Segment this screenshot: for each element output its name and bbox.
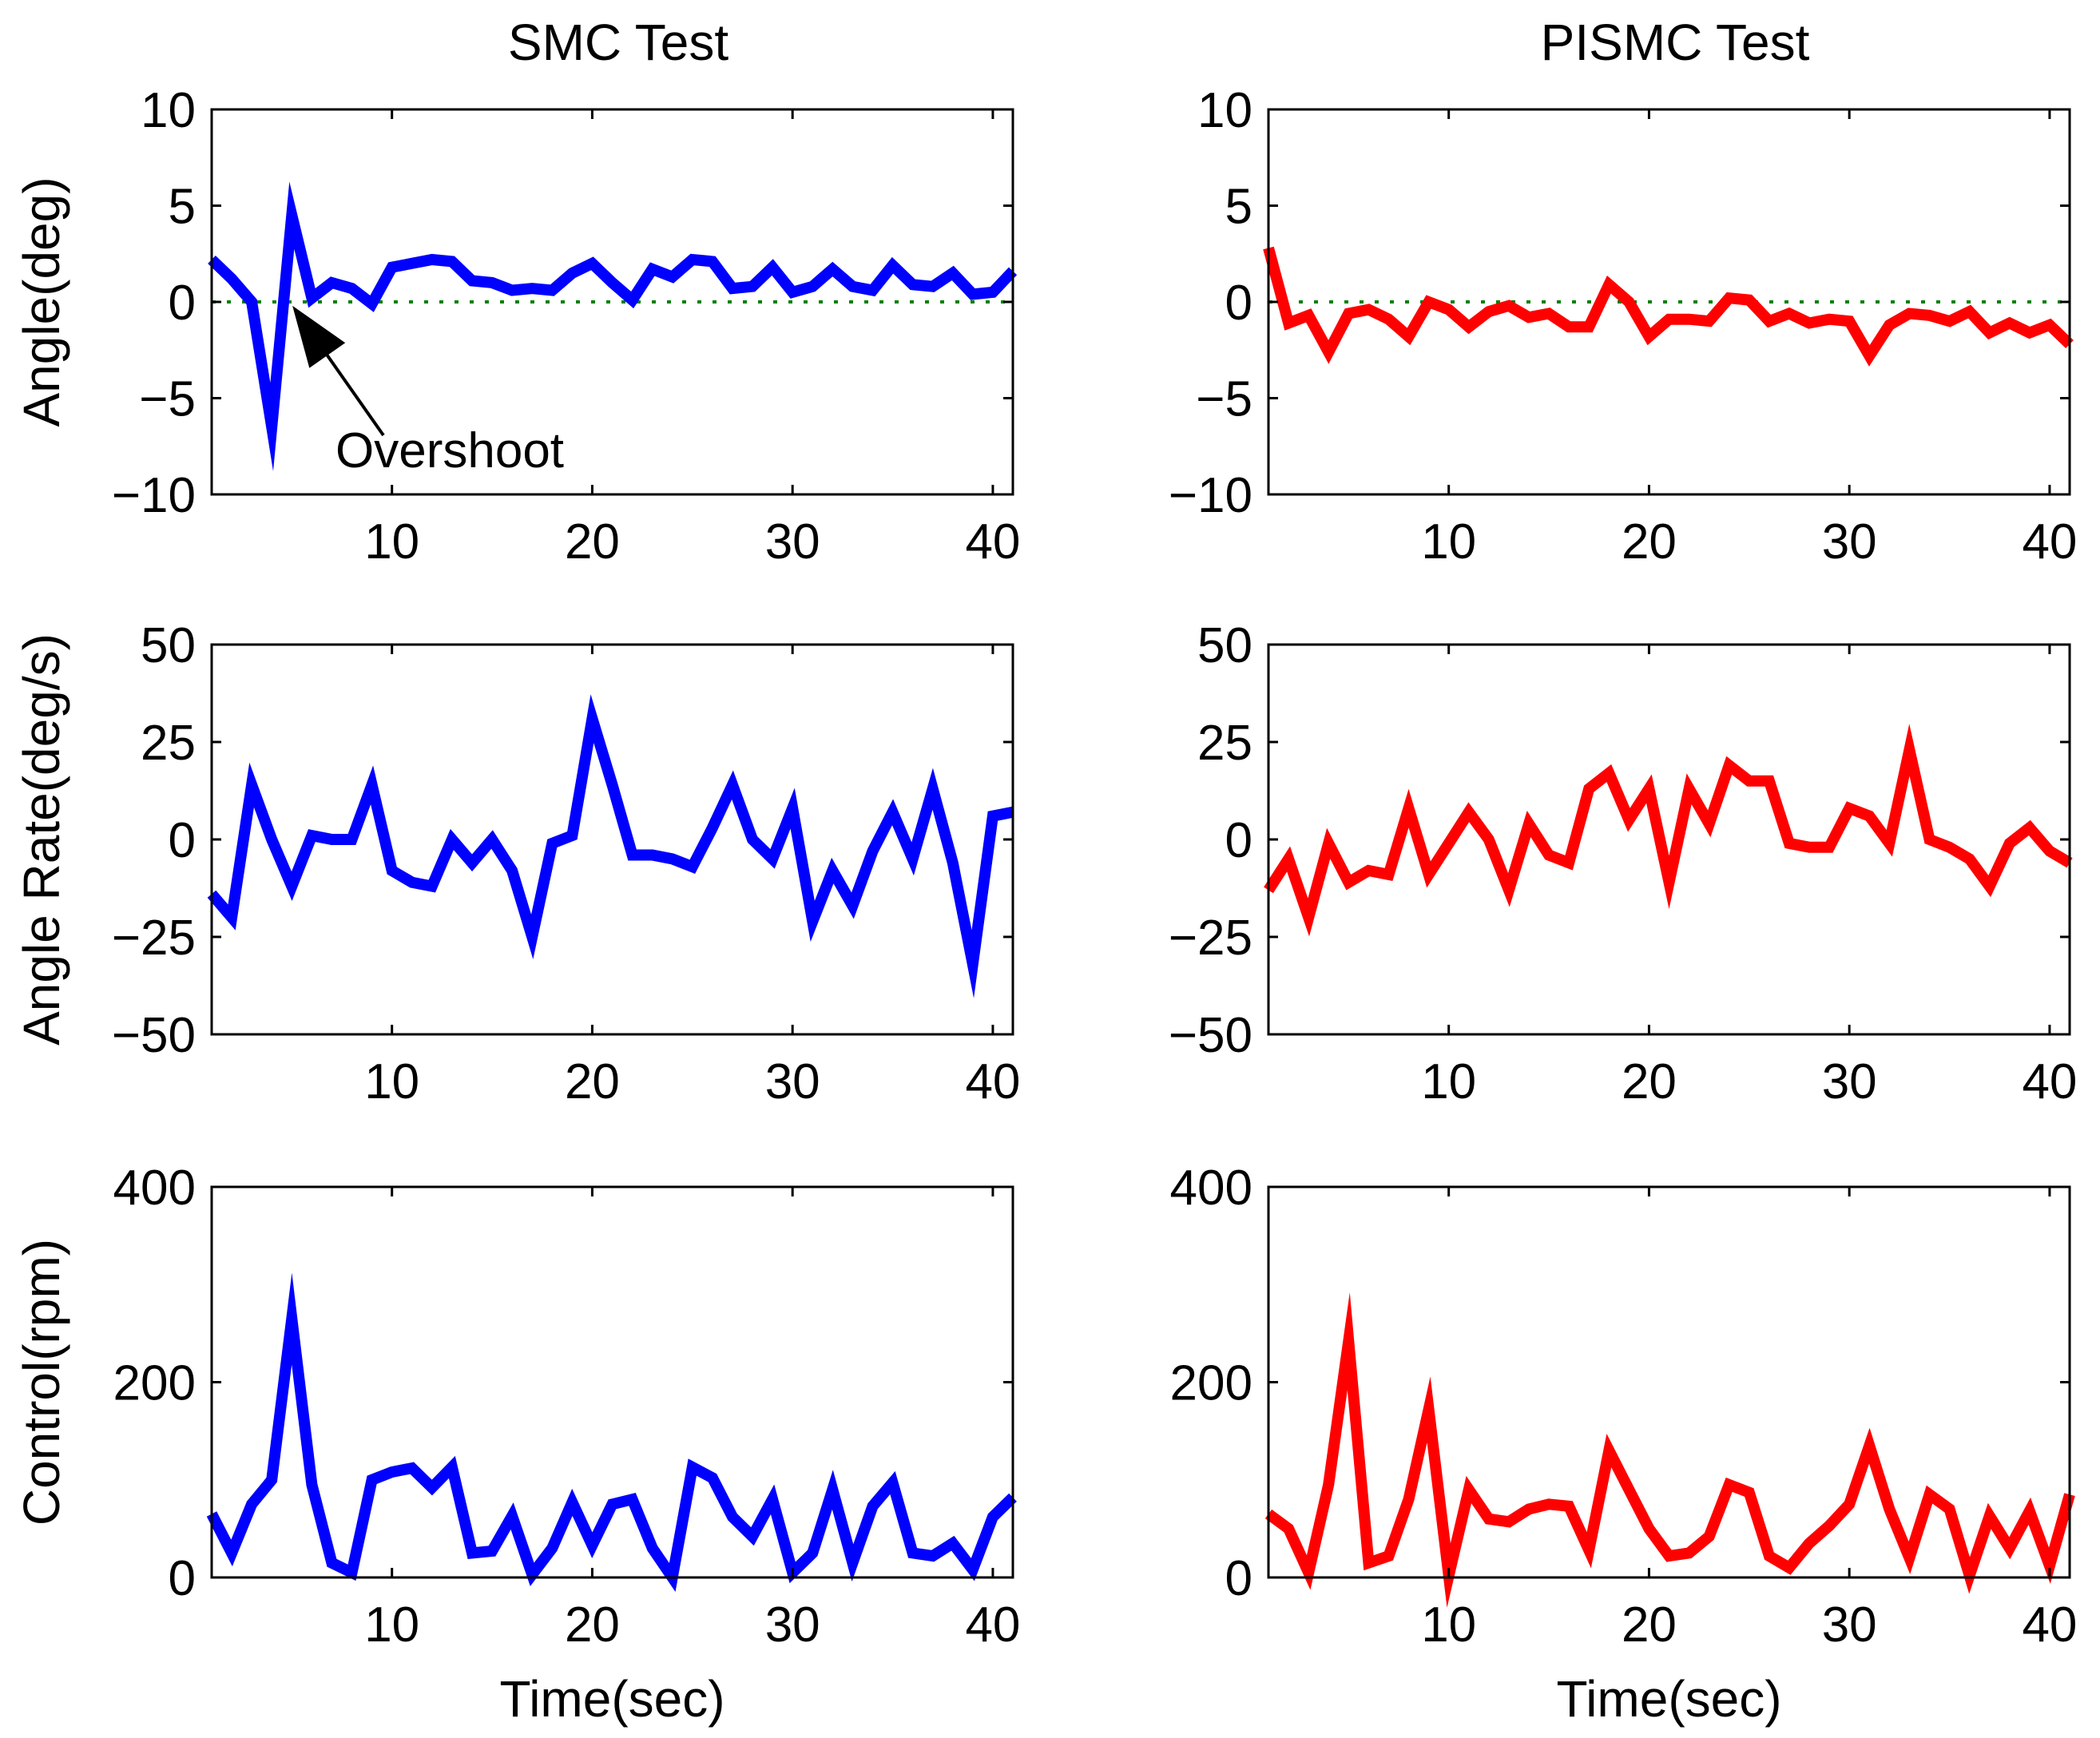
pismc-angle-rate-xtick-label: 10 xyxy=(1421,1054,1476,1109)
smc-angle-xtick-label: 20 xyxy=(565,514,620,569)
pismc-control-series-line xyxy=(1264,1292,2075,1608)
pismc-angle-rate-xtick-label: 30 xyxy=(1822,1054,1877,1109)
smc-angle-rate-panel: 10 20 30 40 −50 −25 0 25 50 Angle Rate(deg/s) xyxy=(13,618,1020,1109)
pismc-control-xtick-label: 40 xyxy=(2022,1597,2077,1653)
pismc-angle-ytick-label: 0 xyxy=(1225,276,1252,331)
pismc-control-xtick-label: 20 xyxy=(1622,1597,1677,1653)
smc-angle-rate-ytick-label: 25 xyxy=(141,716,196,771)
smc-angle-rate-ylabel: Angle Rate(deg/s) xyxy=(13,633,70,1046)
smc-control-xtick-label: 10 xyxy=(364,1597,419,1653)
smc-angle-rate-ytick-label: 0 xyxy=(169,813,196,868)
pismc-angle-xtick-label: 30 xyxy=(1822,514,1877,569)
smc-control-ytick-label: 0 xyxy=(169,1551,196,1606)
smc-angle-annotation-arrow-shaft xyxy=(325,354,385,437)
pismc-angle-rate-ytick-label: 0 xyxy=(1225,813,1252,868)
pismc-control-xtick-label: 30 xyxy=(1822,1597,1877,1653)
smc-angle-rate-xtick-label: 30 xyxy=(765,1054,820,1109)
smc-angle-rate-xtick-label: 40 xyxy=(965,1054,1020,1109)
smc-angle-ytick-label: 0 xyxy=(169,276,196,331)
smc-angle-ytick-label: 10 xyxy=(141,83,196,138)
pismc-control-xlabel: Time(sec) xyxy=(1556,1670,1781,1728)
smc-control-xlabel: Time(sec) xyxy=(499,1670,724,1728)
smc-control-xtick-label: 20 xyxy=(565,1597,620,1653)
smc-angle-rate-ytick-label: 50 xyxy=(141,618,196,673)
pismc-control-ytick-label: 400 xyxy=(1170,1161,1252,1216)
pismc-angle-ytick-label: −10 xyxy=(1169,468,1252,523)
pismc-angle-rate-ytick-label: −25 xyxy=(1169,911,1252,966)
smc-angle-xtick-label: 10 xyxy=(364,514,419,569)
pismc-angle-ytick-label: −5 xyxy=(1196,372,1252,427)
smc-column-title: SMC Test xyxy=(508,14,728,71)
smc-control-xtick-label: 30 xyxy=(765,1597,820,1653)
pismc-angle-ytick-label: 5 xyxy=(1225,180,1252,235)
pismc-control-ytick-label: 0 xyxy=(1225,1551,1252,1606)
smc-angle-annotation-arrow-head xyxy=(292,305,346,368)
pismc-angle-rate-ytick-label: 50 xyxy=(1197,618,1252,673)
pismc-angle-rate-ytick-label: −50 xyxy=(1169,1008,1252,1063)
smc-angle-panel: 10 20 30 40 −10 −5 0 5 10 Angle(deg) Overshoot xyxy=(13,83,1020,569)
smc-angle-ylabel: Angle(deg) xyxy=(13,177,70,427)
smc-angle-series-line xyxy=(208,181,1018,471)
pismc-control-ytick-label: 200 xyxy=(1170,1356,1252,1411)
smc-angle-rate-series-line xyxy=(207,694,1014,998)
pismc-angle-xtick-label: 10 xyxy=(1421,514,1476,569)
smc-angle-annotation-text: Overshoot xyxy=(335,423,564,478)
smc-angle-xtick-label: 40 xyxy=(965,514,1020,569)
smc-angle-rate-ytick-label: −25 xyxy=(112,911,196,966)
smc-angle-rate-ytick-label: −50 xyxy=(112,1008,196,1063)
smc-angle-rate-xtick-label: 10 xyxy=(364,1054,419,1109)
pismc-angle-panel: 10 20 30 40 −10 −5 0 5 10 xyxy=(1169,83,2078,569)
pismc-angle-xtick-label: 20 xyxy=(1622,514,1677,569)
smc-angle-ytick-label: −5 xyxy=(139,372,196,427)
smc-control-series-line xyxy=(206,1272,1017,1593)
pismc-angle-rate-panel: 10 20 30 40 −50 −25 0 25 50 xyxy=(1169,618,2078,1109)
pismc-column-title: PISMC Test xyxy=(1541,14,1810,71)
pismc-angle-ytick-label: 10 xyxy=(1197,83,1252,138)
pismc-angle-rate-ytick-label: 25 xyxy=(1197,716,1252,771)
smc-control-ytick-label: 400 xyxy=(113,1161,196,1216)
smc-angle-xtick-label: 30 xyxy=(765,514,820,569)
smc-control-ylabel: Control(rpm) xyxy=(13,1239,70,1526)
smc-angle-ytick-label: −10 xyxy=(112,468,196,523)
pismc-angle-xtick-label: 40 xyxy=(2022,514,2077,569)
pismc-angle-rate-xtick-label: 20 xyxy=(1622,1054,1677,1109)
smc-angle-ytick-label: 5 xyxy=(169,180,196,235)
smc-control-ytick-label: 200 xyxy=(113,1356,196,1411)
pismc-angle-rate-xtick-label: 40 xyxy=(2022,1054,2077,1109)
smc-angle-rate-xtick-label: 20 xyxy=(565,1054,620,1109)
pismc-angle-rate-series-line xyxy=(1264,724,2073,937)
smc-control-xtick-label: 40 xyxy=(965,1597,1020,1653)
pismc-control-xtick-label: 10 xyxy=(1421,1597,1476,1653)
pismc-angle-series-line xyxy=(1263,246,2074,367)
